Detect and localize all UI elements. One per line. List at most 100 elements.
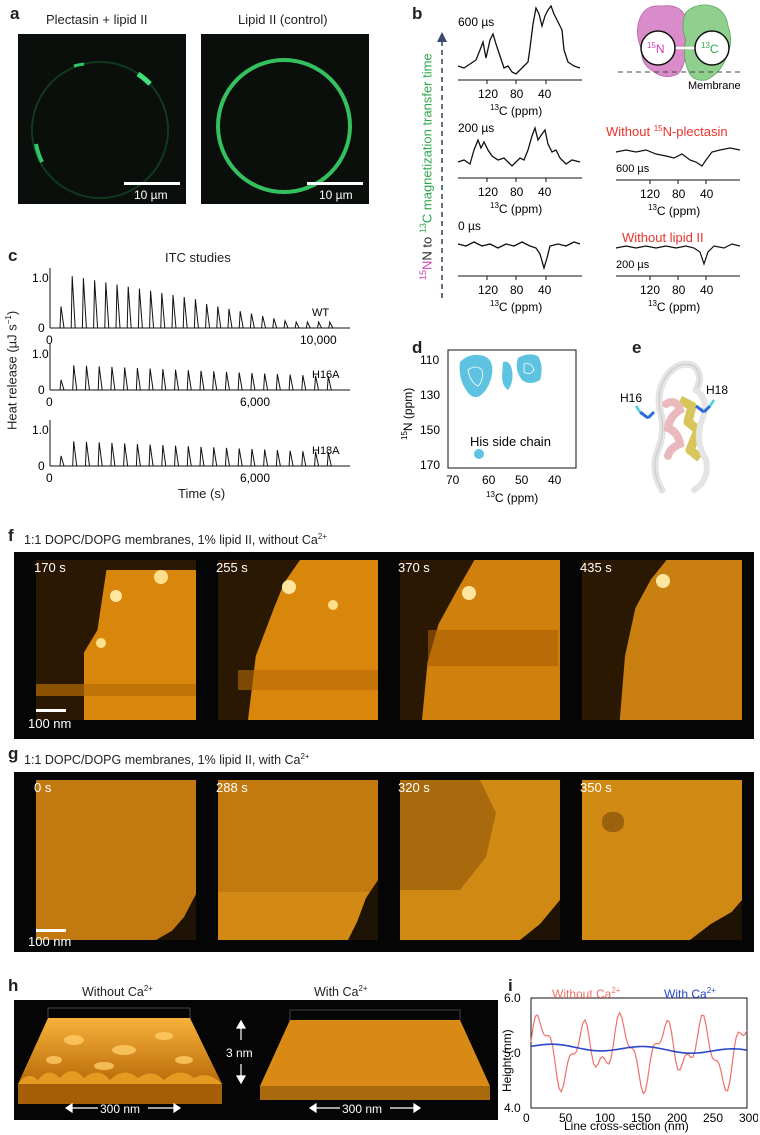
protein-structure: H16 H18 (620, 360, 728, 494)
i-xtick: 0 (523, 1111, 530, 1125)
svg-text:13C (ppm): 13C (ppm) (648, 299, 700, 314)
panel-g-title: 1:1 DOPC/DOPG membranes, 1% lipid II, wi… (24, 752, 310, 768)
svg-text:80: 80 (672, 187, 686, 201)
afm-frame-g1 (36, 780, 196, 940)
svg-text:120: 120 (478, 283, 498, 297)
afm-frame-f3 (400, 560, 560, 720)
panel-label-b: b (412, 4, 423, 23)
x-scale-right (308, 1102, 422, 1114)
svg-text:0: 0 (38, 459, 45, 473)
svg-text:40: 40 (700, 187, 714, 201)
afm-timestamp: 255 s (216, 560, 248, 575)
itc-ylabel: Heat release (µJ s−1) (4, 310, 20, 430)
i-xtick: 100 (595, 1111, 615, 1125)
spectrum-axis-ticks-600 (486, 80, 547, 84)
svg-text:6,000: 6,000 (240, 471, 270, 485)
svg-text:200 µs: 200 µs (616, 259, 650, 271)
microscopy-image-control: 10 µm (201, 34, 369, 204)
panel-label-c: c (8, 246, 18, 265)
afm-frame-f1 (36, 560, 196, 720)
vesicle-ring (216, 58, 352, 194)
svg-text:1.0: 1.0 (32, 423, 49, 437)
h-left-title: Without Ca2+ (82, 984, 153, 1000)
svg-text:300 nm: 300 nm (342, 1102, 382, 1116)
panel-b-ylabel: 15NN to 13C magnetization transfer time (418, 53, 435, 280)
svg-text:80: 80 (672, 283, 686, 297)
scale-bar (124, 182, 180, 185)
spectrum-trace-200us (457, 125, 581, 167)
i-ylabel: Height (nm) (500, 1029, 514, 1092)
itc-trace-wt: 1.0 0 WT 0 10,000 (32, 268, 350, 347)
svg-text:120: 120 (640, 283, 660, 297)
legend-with-ca: With Ca2+ (664, 986, 716, 1001)
panel-label-a: a (10, 4, 20, 23)
scale-bar-label: 100 nm (28, 934, 72, 949)
svg-text:40: 40 (548, 473, 562, 487)
panel-f-title: 1:1 DOPC/DOPG membranes, 1% lipid II, wi… (24, 532, 327, 548)
svg-text:0: 0 (38, 321, 45, 335)
afm-frame-f4 (582, 560, 742, 720)
d-xticks: 70 60 50 40 (446, 473, 562, 487)
svg-text:13C (ppm): 13C (ppm) (490, 201, 542, 216)
i-ytick: 6.0 (504, 991, 521, 1005)
svg-text:13C (ppm): 13C (ppm) (648, 203, 700, 218)
h18-label: H18 (706, 383, 728, 397)
afm-frame-g4 (582, 780, 742, 940)
series-without-ca (530, 1011, 748, 1095)
series-with-ca (530, 1043, 748, 1054)
i-xtick: 150 (631, 1111, 651, 1125)
svg-text:15N (ppm): 15N (ppm) (400, 388, 415, 440)
svg-text:40: 40 (538, 283, 552, 297)
svg-text:Membrane: Membrane (688, 80, 741, 92)
i-yticks: 6.0 5.0 4.0 (504, 991, 521, 1115)
spectrum-trace-control-2 (615, 243, 741, 266)
x-scale-left (64, 1102, 182, 1114)
svg-text:60: 60 (482, 473, 496, 487)
svg-text:80: 80 (510, 185, 524, 199)
scale-bar (307, 182, 363, 185)
i-xtick: 200 (667, 1111, 687, 1125)
itc-trace-name: H16A (312, 369, 340, 381)
panel-label-e: e (632, 338, 642, 357)
panel-label-f: f (8, 526, 14, 545)
panel-a-right-title: Lipid II (control) (238, 12, 328, 27)
i-xticks: 0 50 100 150 200 250 300 (523, 1111, 758, 1125)
vesicle-patchy (31, 61, 169, 199)
afm-strip-without-ca: 170 s 255 s 370 s 435 s 100 nm (14, 552, 754, 739)
scale-bar (36, 709, 66, 712)
scale-bar-label: 10 µm (134, 188, 168, 202)
scale-bar-label: 100 nm (28, 716, 72, 731)
svg-text:120: 120 (478, 87, 498, 101)
itc-trace-h16a: 1.0 0 H16A 0 6,000 (32, 344, 350, 409)
afm-timestamp: 370 s (398, 560, 430, 575)
scale-bar-label: 10 µm (319, 188, 353, 202)
spectrum-trace-600us (457, 4, 581, 75)
afm-timestamp: 350 s (580, 780, 612, 795)
svg-text:10,000: 10,000 (300, 333, 337, 347)
svg-text:0: 0 (46, 333, 53, 347)
svg-text:13C: 13C (701, 41, 719, 56)
i-xlabel: Line cross-section (nm) (564, 1119, 689, 1133)
spectrum-time-label: 600 µs (458, 15, 494, 29)
itc-trace-name: H18A (312, 445, 340, 457)
svg-text:300 nm: 300 nm (100, 1102, 140, 1116)
afm-timestamp: 320 s (398, 780, 430, 795)
control-title-no-lipid: Without lipid II (622, 230, 704, 245)
svg-text:6,000: 6,000 (240, 395, 270, 409)
svg-text:13C (ppm): 13C (ppm) (490, 103, 542, 118)
svg-text:70: 70 (446, 473, 460, 487)
afm-frame-f2 (218, 560, 378, 720)
itc-title: ITC studies (165, 250, 231, 265)
panel-label-g: g (8, 744, 19, 763)
panel-label-h: h (8, 976, 19, 995)
i-xtick: 250 (703, 1111, 723, 1125)
svg-text:40: 40 (538, 87, 552, 101)
afm-timestamp: 0 s (34, 780, 52, 795)
afm-frame-g3 (400, 780, 560, 940)
z-scale (235, 1019, 247, 1085)
hsqc-spectrum: 110 130 150 170 70 60 50 40 13C (ppm) 15… (400, 349, 577, 505)
svg-text:130: 130 (420, 388, 440, 402)
i-ytick: 4.0 (504, 1101, 521, 1115)
itc-xlabel: Time (s) (178, 486, 226, 501)
